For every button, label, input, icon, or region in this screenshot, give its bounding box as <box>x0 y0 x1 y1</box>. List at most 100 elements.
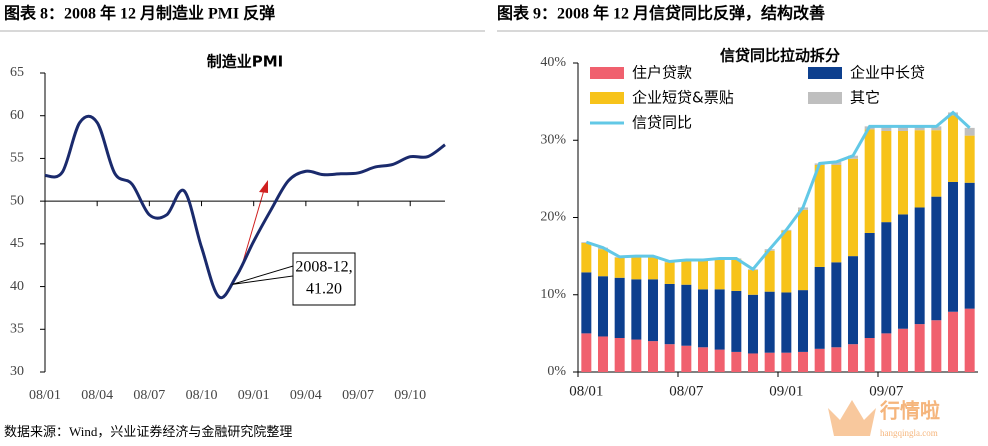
bar-segment <box>664 262 675 284</box>
bar-segment <box>814 164 825 267</box>
legend-swatch <box>808 67 842 79</box>
x-tick-label: 08/07 <box>133 388 165 403</box>
header: 图表 9：2008 年 12 月信贷同比反弹，结构改善 <box>497 4 825 23</box>
watermark-url: hangqingla.com <box>880 428 938 438</box>
y-tick-label: 30 <box>10 364 24 379</box>
bar-segment <box>648 341 658 372</box>
bar-segment <box>614 277 625 339</box>
y-tick-label: 40 <box>10 279 24 294</box>
bar-segment <box>798 209 808 291</box>
bar-segment <box>831 161 842 165</box>
bar-segment <box>931 126 942 131</box>
x-tick-label: 09/07 <box>342 388 374 403</box>
header: 图表 8：2008 年 12 月制造业 PMI 反弹 <box>4 4 275 23</box>
chart-title: 信贷同比拉动拆分 <box>720 47 840 65</box>
y-tick-label: 0% <box>547 364 566 379</box>
bar-segment <box>581 242 592 273</box>
bar-segment <box>798 351 808 372</box>
bar-segment <box>948 115 958 182</box>
bar-segment <box>898 126 908 131</box>
x-tick-label: 09/04 <box>290 388 322 403</box>
bar-segment <box>864 232 875 339</box>
x-tick-label: 08/10 <box>186 388 218 403</box>
bar-segment <box>814 266 825 349</box>
bar-segment <box>764 352 775 372</box>
legend-swatch <box>808 92 842 104</box>
bar-segment <box>914 324 925 372</box>
bar-segment <box>848 256 858 345</box>
bar-segment <box>931 320 942 372</box>
bar-segment <box>648 256 658 280</box>
bar-segment <box>864 129 875 233</box>
bar-segment <box>731 259 742 291</box>
bar-segment <box>764 291 775 353</box>
bar-segment <box>914 130 925 208</box>
bar-segment <box>648 279 658 342</box>
bar-segment <box>598 276 608 337</box>
y-tick-label: 35 <box>10 322 24 337</box>
bar-segment <box>881 130 892 223</box>
bar-segment <box>581 272 592 334</box>
chart-title: 制造业PMI <box>207 53 284 71</box>
bar-segment <box>631 339 642 372</box>
bar-segment <box>881 333 892 372</box>
y-tick-label: 50 <box>10 193 24 208</box>
bar-segment <box>881 126 892 131</box>
footer: 数据来源：Wind，兴业证券经济与金融研究院整理 <box>4 424 292 439</box>
bar-segment <box>698 260 708 290</box>
x-tick-label: 09/01 <box>769 383 803 399</box>
bar-segment <box>731 290 742 352</box>
y-tick-label: 55 <box>10 151 24 166</box>
bar-segment <box>664 283 675 345</box>
x-tick-label: 08/01 <box>569 383 603 399</box>
bar-segment <box>698 347 708 372</box>
bar-segment <box>614 338 625 372</box>
legend-label: 企业中长贷 <box>850 64 925 82</box>
bar-segment <box>748 270 758 295</box>
legend-label: 企业短贷&票贴 <box>632 89 734 107</box>
legend-swatch <box>590 67 624 79</box>
x-tick-label: 09/01 <box>238 388 270 403</box>
bar-segment <box>714 349 725 372</box>
bar-segment <box>798 290 808 352</box>
x-tick-label: 08/01 <box>29 388 61 403</box>
bar-segment <box>581 333 592 372</box>
bar-segment <box>598 336 608 372</box>
y-tick-label: 45 <box>10 236 24 251</box>
y-tick-label: 65 <box>10 65 24 80</box>
x-tick-label: 08/07 <box>669 383 704 399</box>
bar-segment <box>631 279 642 340</box>
bar-segment <box>948 181 958 312</box>
bar-segment <box>964 182 975 309</box>
bar-segment <box>914 207 925 325</box>
y-tick-label: 60 <box>10 108 24 123</box>
bar-segment <box>898 328 908 372</box>
bar-segment <box>898 130 908 215</box>
bar-segment <box>781 230 792 293</box>
bar-segment <box>781 352 792 372</box>
bar-segment <box>931 130 942 197</box>
bar-segment <box>764 250 775 292</box>
watermark-icon <box>828 400 876 436</box>
annotation-text: 2008-12, <box>295 259 352 276</box>
bar-segment <box>714 259 725 290</box>
bar-segment <box>714 289 725 350</box>
annotation-text: 41.20 <box>306 281 342 298</box>
bar-segment <box>681 284 692 346</box>
y-tick-label: 30% <box>540 132 566 147</box>
bar-segment <box>698 289 708 348</box>
bar-segment <box>931 196 942 321</box>
bar-segment <box>964 127 975 136</box>
bar-segment <box>598 249 608 277</box>
bar-segment <box>664 344 675 372</box>
bar-segment <box>631 256 642 280</box>
bar-segment <box>748 294 758 354</box>
watermark: 行情啦 <box>879 399 940 423</box>
bar-segment <box>748 353 758 372</box>
line <box>585 110 971 272</box>
annotation-box <box>292 252 356 306</box>
y-tick-label: 40% <box>540 55 566 70</box>
legend-label: 其它 <box>850 89 880 107</box>
legend-label: 住户贷款 <box>632 64 692 82</box>
